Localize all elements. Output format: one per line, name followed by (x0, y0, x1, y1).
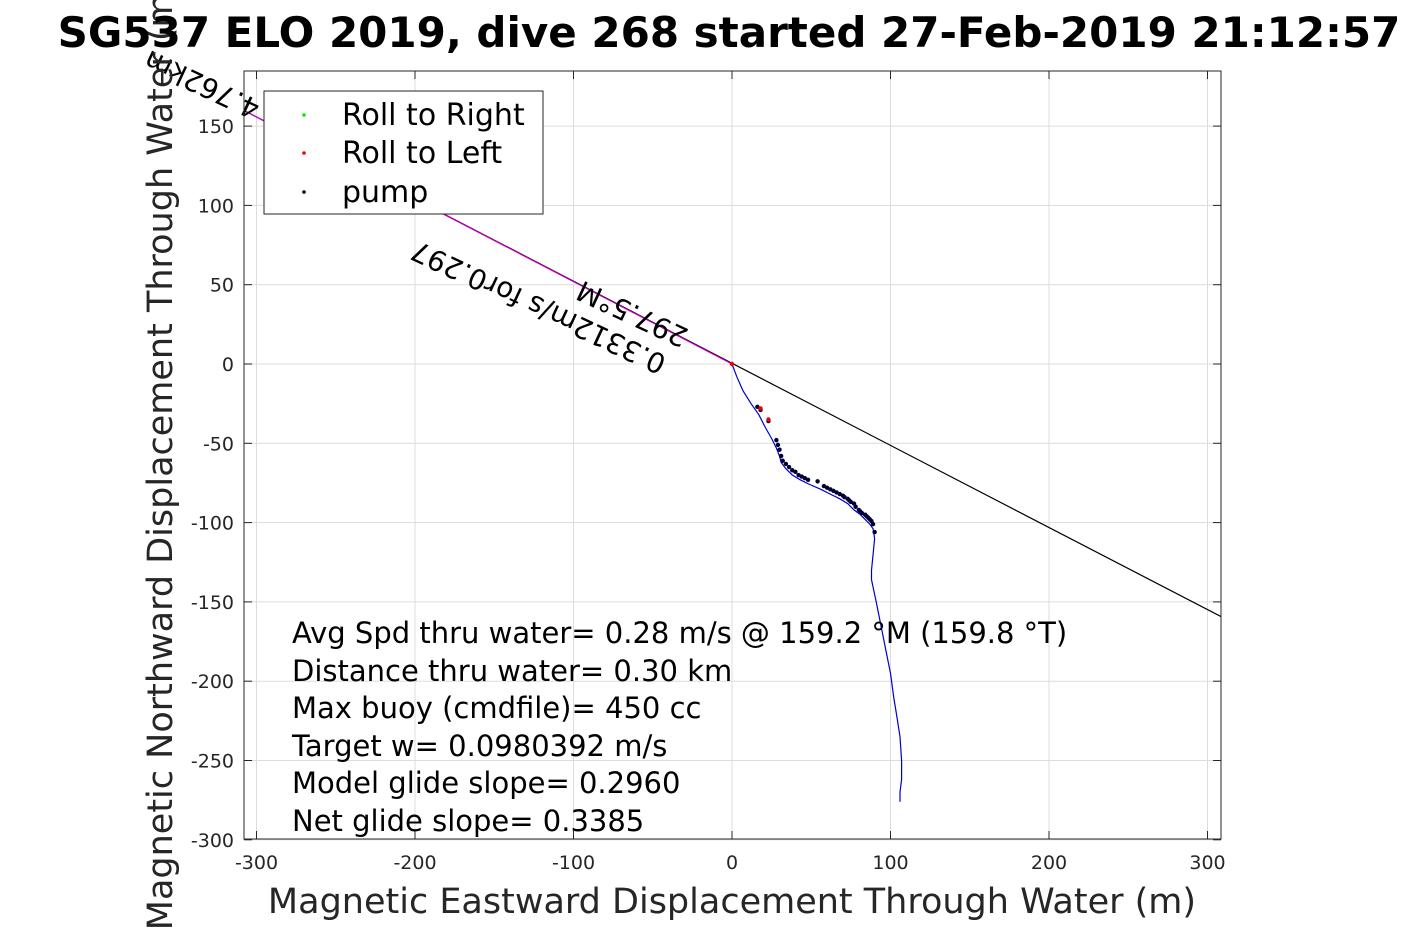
stat-net-glide: Net glide slope= 0.3385 (292, 804, 644, 838)
pump-marker (778, 453, 784, 459)
legend-label-pump: pump (342, 175, 428, 210)
x-tick-label: -200 (393, 852, 436, 874)
roll-left-marker (729, 361, 735, 367)
x-tick-label: 200 (1031, 852, 1067, 874)
pump-marker (780, 458, 785, 463)
x-tick-label: -100 (552, 852, 595, 874)
legend-box (263, 90, 544, 215)
pump-marker (872, 529, 877, 535)
pump-marker (815, 479, 820, 484)
legend-marker-roll-right (302, 113, 306, 117)
y-tick-label: 0 (222, 354, 234, 376)
legend-label-roll-left: Roll to Left (342, 136, 502, 171)
x-tick-label: 300 (1189, 852, 1225, 874)
y-tick-label: -50 (203, 433, 234, 455)
y-tick-label: -300 (191, 830, 234, 852)
pump-marker (805, 477, 811, 482)
legend-marker-roll-left (302, 151, 306, 155)
pump-marker (775, 442, 781, 448)
roll-left-marker (766, 417, 771, 422)
y-tick-label: 50 (210, 275, 234, 297)
y-tick-label: -250 (191, 751, 234, 773)
legend-label-roll-right: Roll to Right (342, 98, 525, 133)
legend-marker-pump (302, 190, 306, 194)
pump-marker (853, 504, 858, 509)
stat-avg-speed: Avg Spd thru water= 0.28 m/s @ 159.2 °M … (292, 616, 1067, 650)
legend: Roll to Right Roll to Left pump (263, 90, 544, 215)
y-tick-label: 150 (198, 116, 234, 138)
y-tick-label: -200 (191, 671, 234, 693)
stat-model-glide: Model glide slope= 0.2960 (292, 766, 680, 800)
x-tick-label: -300 (235, 852, 278, 874)
pump-marker (870, 521, 876, 527)
stat-max-buoy: Max buoy (cmdfile)= 450 cc (292, 691, 701, 725)
stat-target-w: Target w= 0.0980392 m/s (291, 729, 667, 763)
stats-block: Avg Spd thru water= 0.28 m/s @ 159.2 °M … (291, 616, 1067, 838)
roll-left-marker (758, 406, 763, 411)
x-axis-label: Magnetic Eastward Displacement Through W… (268, 882, 1196, 922)
stat-distance: Distance thru water= 0.30 km (292, 654, 732, 688)
dive-track-line (731, 363, 903, 802)
y-tick-label: -150 (191, 592, 234, 614)
y-tick-label: -100 (191, 513, 234, 535)
pump-marker (777, 447, 782, 452)
pump-marker (786, 464, 792, 470)
x-tick-label: 100 (872, 852, 908, 874)
pump-marker (774, 437, 779, 443)
y-tick-label: 100 (198, 195, 234, 217)
y-axis-label: Magnetic Northward Displacement Through … (141, 0, 181, 930)
x-tick-label: 0 (726, 852, 738, 874)
chart-title: SG537 ELO 2019, dive 268 started 27-Feb-… (58, 8, 1401, 57)
pump-marker (793, 469, 798, 475)
ticks: -300 -200 -100 0 100 200 300 -300 -250 -200 -150 -1… (191, 71, 1226, 874)
pump-marker (783, 461, 789, 467)
